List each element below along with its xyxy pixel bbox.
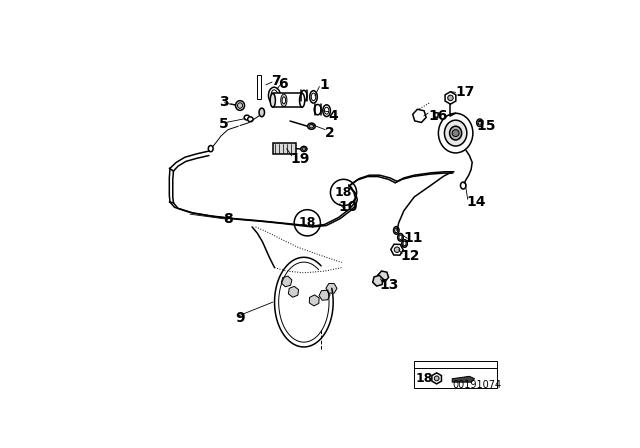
Ellipse shape: [460, 182, 466, 189]
Ellipse shape: [449, 126, 461, 140]
Text: 3: 3: [220, 95, 229, 109]
Ellipse shape: [308, 123, 316, 129]
Circle shape: [394, 247, 400, 253]
Text: 9: 9: [235, 310, 244, 325]
Ellipse shape: [259, 108, 264, 117]
Text: 1: 1: [319, 78, 329, 92]
Text: 18: 18: [299, 216, 316, 229]
Text: 4: 4: [328, 109, 338, 123]
Text: 10: 10: [339, 200, 358, 214]
Bar: [273, 143, 296, 154]
Ellipse shape: [282, 97, 285, 104]
Ellipse shape: [236, 101, 244, 110]
Ellipse shape: [309, 125, 314, 128]
Bar: [257, 75, 261, 99]
Text: 18: 18: [415, 372, 433, 385]
Text: 5: 5: [220, 117, 229, 131]
Ellipse shape: [302, 147, 305, 151]
Ellipse shape: [478, 121, 481, 125]
Text: 00191074: 00191074: [452, 380, 501, 390]
Circle shape: [448, 95, 453, 101]
Ellipse shape: [310, 90, 317, 103]
Text: 15: 15: [476, 119, 496, 133]
Text: 11: 11: [404, 231, 424, 246]
Text: 6: 6: [278, 77, 287, 91]
Text: 19: 19: [290, 152, 309, 166]
Text: 8: 8: [223, 212, 232, 226]
Ellipse shape: [394, 227, 399, 234]
Text: 18: 18: [335, 186, 352, 199]
Text: 12: 12: [401, 249, 420, 263]
Ellipse shape: [300, 94, 305, 107]
Circle shape: [435, 376, 439, 381]
Ellipse shape: [270, 94, 275, 107]
Circle shape: [452, 129, 459, 137]
Ellipse shape: [324, 107, 329, 114]
Ellipse shape: [397, 233, 403, 241]
Ellipse shape: [438, 113, 473, 153]
Ellipse shape: [301, 146, 307, 151]
Polygon shape: [452, 376, 475, 382]
Bar: [414, 361, 497, 388]
Text: 14: 14: [466, 195, 486, 209]
Ellipse shape: [281, 94, 287, 107]
Ellipse shape: [244, 115, 250, 120]
Circle shape: [294, 210, 321, 236]
Text: 7: 7: [271, 74, 281, 88]
Polygon shape: [435, 112, 438, 117]
Ellipse shape: [477, 119, 483, 126]
Ellipse shape: [268, 87, 280, 104]
Ellipse shape: [208, 146, 213, 152]
Text: 2: 2: [324, 126, 334, 140]
Ellipse shape: [399, 235, 402, 240]
Ellipse shape: [271, 90, 278, 102]
Ellipse shape: [395, 228, 398, 233]
Ellipse shape: [444, 120, 467, 146]
Ellipse shape: [314, 104, 321, 115]
Ellipse shape: [402, 240, 407, 247]
Text: 13: 13: [380, 278, 399, 292]
Ellipse shape: [311, 93, 316, 101]
Ellipse shape: [323, 105, 330, 116]
Circle shape: [330, 179, 356, 206]
Ellipse shape: [237, 103, 243, 108]
Bar: [273, 94, 302, 107]
Text: 17: 17: [456, 85, 475, 99]
Text: 16: 16: [428, 109, 447, 123]
Ellipse shape: [301, 90, 307, 101]
Ellipse shape: [403, 241, 406, 246]
Ellipse shape: [248, 117, 253, 122]
